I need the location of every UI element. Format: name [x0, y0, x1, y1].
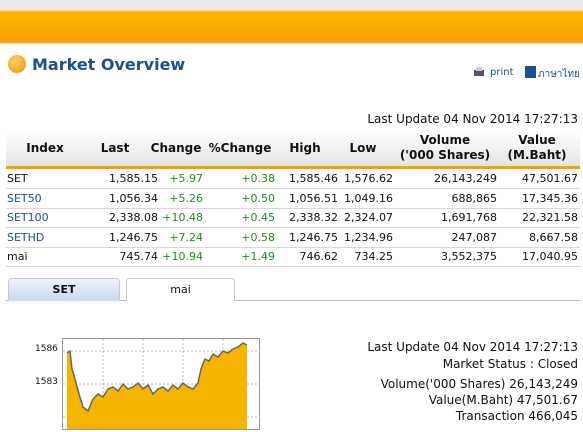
- cell: 8,667.58: [529, 230, 578, 244]
- summary-value: Value(M.Baht) 47,501.67: [428, 393, 578, 407]
- cell: 22,321.58: [522, 211, 578, 225]
- column-header: Low: [349, 141, 377, 155]
- cell: +1.49: [241, 250, 275, 264]
- table-row: [6, 228, 580, 248]
- summary-volume: Volume('000 Shares) 26,143,249: [380, 377, 578, 391]
- tab[interactable]: mai: [126, 278, 235, 301]
- cell: +0.50: [241, 191, 275, 205]
- column-header: ('000 Shares): [399, 148, 491, 162]
- cell: 688,865: [451, 191, 498, 205]
- column-header: Change: [150, 141, 202, 155]
- chart: [63, 339, 259, 429]
- table-header: [6, 131, 580, 169]
- tab-line: [6, 300, 580, 301]
- cell: +10.48: [162, 211, 203, 225]
- language-link[interactable]: ภาษาไทย: [538, 69, 580, 80]
- cell: 2,338.32: [289, 211, 338, 225]
- table-row: [6, 189, 580, 209]
- cell: +7.24: [169, 230, 203, 244]
- table-row: [6, 208, 580, 229]
- cell: 47,501.67: [522, 172, 578, 185]
- index-link[interactable]: SET50: [7, 191, 42, 205]
- table-row: [6, 169, 580, 189]
- cell: 3,552,375: [441, 250, 497, 264]
- cell: 1,246.75: [109, 230, 158, 244]
- cell: 17,040.95: [522, 250, 578, 264]
- cell: +0.45: [241, 211, 275, 225]
- column-header: Value: [518, 133, 556, 147]
- page-title: Market Overview: [32, 55, 186, 74]
- cell: 734.25: [354, 250, 394, 264]
- table-row: [6, 247, 580, 268]
- cell: 1,576.62: [344, 172, 393, 185]
- cell: 247,087: [451, 230, 498, 244]
- chart-y-tick: 1583: [35, 377, 58, 387]
- cell: +0.38: [241, 172, 275, 185]
- cell: 17,345.36: [522, 191, 578, 205]
- index-name: mai: [7, 250, 28, 264]
- column-header: Index: [26, 141, 64, 155]
- top-bar: [0, 0, 583, 44]
- index-link[interactable]: SET100: [7, 211, 49, 225]
- chart-y-tick: 1586: [35, 344, 58, 354]
- cell: 746.62: [299, 250, 339, 264]
- cell: 1,056.34: [109, 191, 158, 205]
- cell: 745.74: [119, 250, 159, 264]
- cell: 2,338.08: [109, 211, 158, 225]
- tab[interactable]: SET: [8, 278, 120, 301]
- cell: 1,585.46: [289, 172, 338, 185]
- cell: 1,056.51: [289, 191, 338, 205]
- column-header: Volume: [419, 133, 471, 147]
- cell: 2,324.07: [344, 211, 393, 225]
- cell: 1,049.16: [344, 191, 393, 205]
- cell: 1,246.75: [289, 230, 338, 244]
- cell: 1,691,768: [441, 211, 497, 225]
- column-header: Last: [100, 141, 130, 155]
- column-header: High: [289, 141, 321, 155]
- cell: +0.58: [241, 230, 275, 244]
- language-icon[interactable]: [525, 66, 536, 78]
- summary-last-update: Last Update 04 Nov 2014 17:27:13: [367, 340, 578, 354]
- index-name: SET: [7, 172, 28, 185]
- title-icon: [8, 55, 26, 73]
- column-header: (M.Baht): [507, 148, 567, 162]
- cell: +5.26: [169, 191, 203, 205]
- print-icon[interactable]: [473, 66, 485, 78]
- cell: +5.97: [169, 172, 203, 185]
- print-link[interactable]: print: [490, 67, 514, 78]
- cell: 1,234.96: [344, 230, 393, 244]
- cell: 1,585.15: [109, 172, 158, 185]
- column-header: %Change: [208, 141, 272, 155]
- cell: +10.94: [162, 250, 203, 264]
- summary-transaction: Transaction 466,045: [455, 409, 578, 423]
- summary-market-status: Market Status : Closed: [442, 357, 578, 371]
- cell: 26,143,249: [434, 172, 497, 185]
- index-link[interactable]: SETHD: [7, 230, 45, 244]
- chart-box: [62, 338, 260, 430]
- last-update: Last Update 04 Nov 2014 17:27:13: [367, 112, 578, 126]
